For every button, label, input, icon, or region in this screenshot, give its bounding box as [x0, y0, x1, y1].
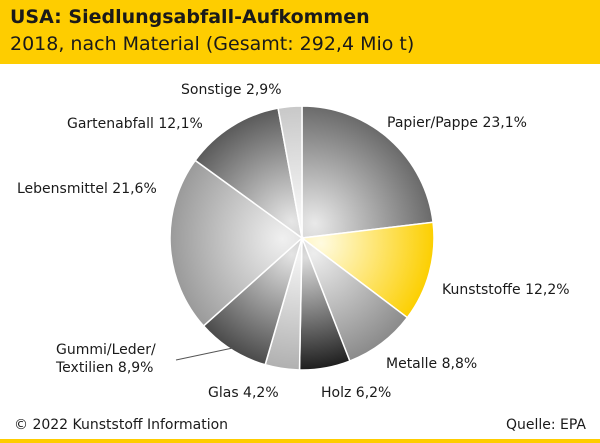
slice-label-2: Metalle 8,8%: [386, 356, 477, 372]
slice-label-5: Gummi/Leder/Textilien 8,9%: [55, 342, 156, 376]
slice-label-3: Holz 6,2%: [321, 385, 391, 401]
labels-layer: Papier/Pappe 23,1% Kunststoffe 12,2% Metal…: [17, 82, 570, 401]
pie-slice-7: [194, 107, 304, 240]
leader-line-5: [175, 347, 233, 361]
chart-subtitle: 2018, nach Material (Gesamt: 292,4 Mio t…: [10, 33, 415, 55]
pie-slice-6: [169, 159, 304, 327]
source-text: Quelle: EPA: [505, 417, 586, 433]
pie-slice-0: [301, 105, 434, 239]
copyright-text: © 2022 Kunststoff Information: [14, 417, 229, 433]
slice-label-6: Lebensmittel 21,6%: [17, 181, 157, 197]
pie-chart: Papier/Pappe 23,1% Kunststoffe 12,2% Metal…: [17, 82, 570, 401]
slice-label-0: Papier/Pappe 23,1%: [387, 115, 527, 131]
bottom-rule: [0, 439, 600, 443]
slices-layer: [169, 105, 435, 371]
pie-slice-1: [300, 221, 435, 319]
slice-label-7: Gartenabfall 12,1%: [67, 116, 203, 132]
slice-label-8: Sonstige 2,9%: [181, 82, 282, 98]
chart-title: USA: Siedlungsabfall-Aufkommen: [10, 6, 370, 28]
pie-slice-8: [277, 105, 303, 239]
header-bar: USA: Siedlungsabfall-Aufkommen 2018, nac…: [0, 0, 600, 64]
leader-lines-layer: [175, 347, 233, 361]
slice-label-1: Kunststoffe 12,2%: [442, 282, 570, 298]
slice-label-4: Glas 4,2%: [208, 385, 279, 401]
